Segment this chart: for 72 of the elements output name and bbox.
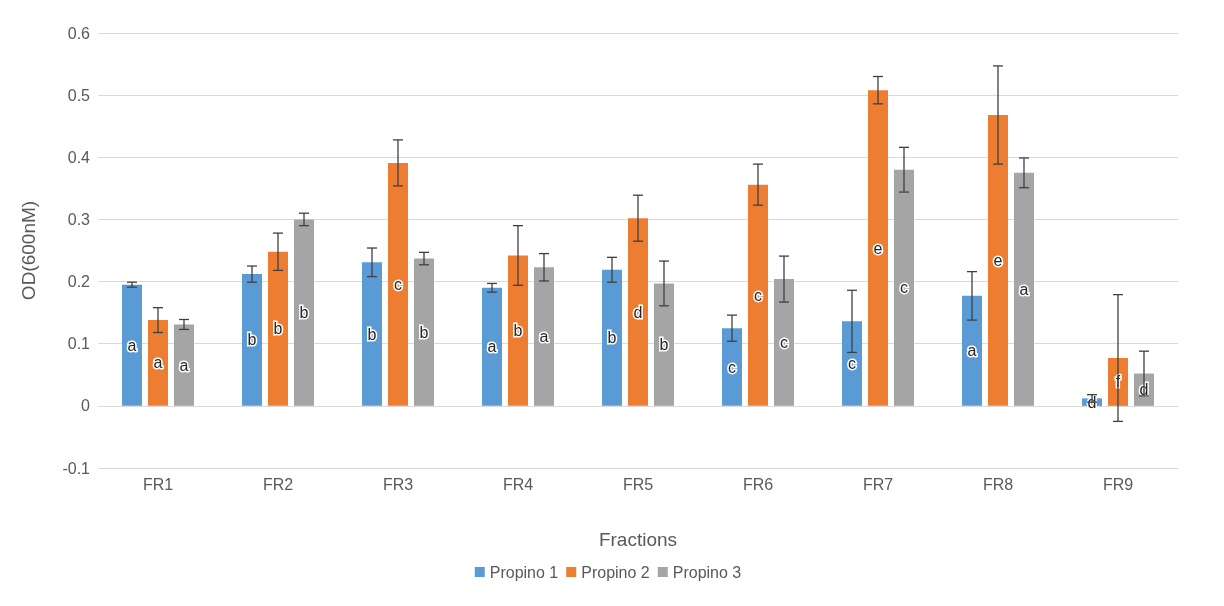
- data-label: c: [848, 355, 856, 373]
- data-label: a: [967, 342, 977, 360]
- x-tick-label: FR6: [742, 475, 774, 493]
- data-label: b: [367, 325, 377, 343]
- x-axis-title: Fractions: [598, 529, 678, 550]
- data-label: e: [873, 239, 883, 257]
- bar: [748, 184, 768, 406]
- data-label: b: [513, 322, 523, 340]
- data-label: a: [539, 328, 549, 346]
- x-tick-label: FR9: [1102, 475, 1134, 493]
- y-tick-label: 0.6: [67, 24, 91, 42]
- bar: [962, 295, 982, 406]
- bar: [868, 90, 888, 406]
- data-label: c: [394, 275, 402, 293]
- data-label: e: [993, 251, 1003, 269]
- legend-label: Propino 1: [489, 563, 559, 581]
- data-label: c: [900, 279, 908, 297]
- bar: [602, 269, 622, 406]
- data-label: b: [299, 304, 309, 322]
- bar: [842, 321, 862, 406]
- data-label: a: [1019, 280, 1029, 298]
- y-tick-label: -0.1: [62, 459, 91, 477]
- x-tick-label: FR1: [142, 475, 174, 493]
- x-tick-label: FR4: [502, 475, 534, 493]
- data-label: b: [419, 323, 429, 341]
- bar: [294, 219, 314, 406]
- bar: [414, 258, 434, 406]
- data-label: c: [754, 286, 762, 304]
- bar: [894, 169, 914, 406]
- y-axis-title: OD(600nM): [18, 200, 39, 301]
- data-label: a: [127, 336, 137, 354]
- x-tick-label: FR7: [862, 475, 894, 493]
- data-label: b: [273, 320, 283, 338]
- bar: [1014, 172, 1034, 406]
- data-label: c: [780, 333, 788, 351]
- x-tick-label: FR5: [622, 475, 654, 493]
- data-label: b: [659, 336, 669, 354]
- bar: [174, 324, 194, 406]
- y-tick-label: 0.2: [67, 273, 91, 291]
- bar: [482, 287, 502, 406]
- bar: [508, 255, 528, 406]
- y-tick-label: 0.1: [67, 335, 91, 353]
- bar: [654, 283, 674, 406]
- x-tick-label: FR8: [982, 475, 1014, 493]
- legend-label: Propino 3: [672, 563, 742, 581]
- data-label: d: [1139, 381, 1149, 399]
- data-label: a: [179, 356, 189, 374]
- bar: [534, 267, 554, 406]
- x-tick-label: FR3: [382, 475, 414, 493]
- bar: [988, 115, 1008, 406]
- data-label: b: [607, 329, 617, 347]
- data-label: a: [153, 354, 163, 372]
- data-label: c: [728, 358, 736, 376]
- bar: [122, 284, 142, 406]
- bar: [722, 328, 742, 406]
- bar: [362, 262, 382, 406]
- y-tick-label: 0.4: [67, 148, 91, 166]
- data-label: f: [1115, 373, 1121, 391]
- y-tick-label: 0: [81, 397, 91, 415]
- bar: [628, 218, 648, 406]
- bar: [388, 162, 408, 406]
- data-label: a: [487, 338, 497, 356]
- bar: [242, 274, 262, 406]
- bar: [148, 320, 168, 406]
- data-label: d: [633, 303, 643, 321]
- data-label: b: [247, 331, 257, 349]
- y-tick-label: 0.5: [67, 86, 91, 104]
- bar: [268, 251, 288, 406]
- x-tick-label: FR2: [262, 475, 294, 493]
- bar: [774, 279, 794, 406]
- y-tick-label: 0.3: [67, 210, 91, 228]
- legend-label: Propino 2: [581, 563, 650, 581]
